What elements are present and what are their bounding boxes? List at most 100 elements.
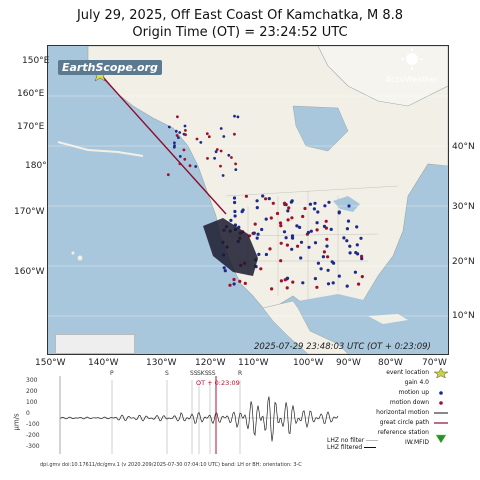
map-timestamp: 2025-07-29 23:48:03 UTC (OT + 0:23:09) [254, 342, 431, 352]
legend-event-location: event location [341, 368, 451, 378]
legend-horizontal-motion: horizontal motion [341, 408, 451, 418]
station-dot [279, 224, 283, 228]
lon-label-90w: 90°W [336, 358, 361, 368]
station-dot [325, 237, 329, 241]
station-dot [183, 157, 187, 161]
station-dot [279, 241, 283, 245]
station-dot [299, 256, 303, 260]
station-dot [259, 267, 263, 271]
station-dot [199, 141, 203, 144]
y-tick-label: 100 [26, 399, 38, 406]
title-line-1: July 29, 2025, Off East Coast Of Kamchat… [76, 8, 404, 23]
station-dot [188, 164, 192, 168]
station-dot [316, 210, 320, 214]
station-dot [219, 127, 223, 130]
legend-station-code: IW.MFID [341, 434, 451, 448]
station-dot [256, 232, 260, 236]
station-dot [312, 207, 316, 211]
station-dot [278, 221, 283, 225]
y-tick-label: 300 [26, 377, 38, 384]
station-dot [301, 214, 305, 219]
station-dot [348, 244, 352, 248]
station-dot [213, 156, 217, 160]
station-dot [178, 155, 182, 158]
lon-label-120w: 120°W [195, 358, 226, 368]
station-dot [234, 168, 238, 171]
station-dot [173, 144, 176, 148]
legend-gain: gain 4.0 [404, 379, 429, 386]
station-dot [360, 254, 364, 258]
station-dot [337, 274, 341, 278]
station-dot [230, 156, 233, 159]
legend-great-circle-path: great circle path [341, 418, 451, 428]
station-dot [183, 124, 187, 128]
station-dot [167, 125, 171, 129]
gulf-of-mexico [298, 294, 368, 341]
station-dot [267, 197, 271, 201]
station-dot [253, 222, 257, 226]
lon-label-80w: 80°W [378, 358, 403, 368]
station-dot [177, 136, 180, 139]
station-dot [303, 206, 307, 211]
partner-logos [55, 334, 135, 354]
lon-label-140w: 140°W [88, 358, 119, 368]
station-dot [229, 218, 233, 222]
station-dot [290, 216, 294, 220]
station-dot [279, 279, 283, 283]
station-dot [233, 114, 236, 118]
station-dot [346, 219, 351, 223]
station-dot [287, 206, 291, 210]
station-dot [284, 236, 288, 240]
station-dot [326, 255, 330, 259]
station-dot [313, 241, 318, 245]
station-dot [178, 131, 182, 134]
station-dot [307, 245, 311, 249]
legend-reference-station: reference station [377, 429, 429, 436]
station-dot [261, 194, 265, 198]
earthscope-logo: EarthScope.org [58, 60, 162, 75]
great-lakes [333, 196, 360, 212]
station-dot [342, 236, 346, 240]
station-dot [255, 236, 259, 240]
lat-label-20n: 20°N [452, 257, 475, 267]
station-dot [279, 259, 283, 263]
hawaii-island [77, 255, 83, 261]
station-dot [233, 132, 236, 136]
station-dot [207, 135, 211, 139]
station-dot [252, 231, 256, 235]
station-dot [270, 287, 274, 291]
station-dot [264, 197, 268, 201]
title-line-2: Origin Time (OT) = 23:24:52 UTC [132, 25, 348, 40]
station-dot [285, 276, 290, 280]
station-dot [345, 227, 349, 231]
station-dot [315, 221, 319, 225]
lat-label-150e: 150°E [22, 56, 50, 66]
lat-label-30n: 30°N [452, 202, 475, 212]
station-dot [232, 277, 236, 282]
filter-legend-unfiltered: LHZ no filter [327, 437, 379, 444]
station-dot [268, 247, 272, 251]
station-dot [326, 282, 331, 286]
station-dot [295, 224, 299, 228]
lat-label-180: 180° [25, 161, 47, 171]
station-dot [345, 284, 349, 288]
map-panel[interactable] [47, 45, 449, 355]
phase-label: R [238, 370, 243, 377]
station-dot [325, 244, 329, 248]
line-red-icon [434, 422, 448, 424]
station-dot [298, 225, 302, 229]
station-dot [264, 252, 268, 257]
station-dot [269, 216, 273, 220]
station-dot [233, 214, 237, 218]
station-dot [243, 281, 247, 285]
station-dot [357, 282, 361, 286]
station-dot [233, 209, 237, 214]
horizontal-motion-cluster [203, 218, 258, 276]
station-dot [223, 269, 227, 273]
station-dot [257, 252, 261, 256]
legend-motion-down: motion down [341, 398, 451, 408]
dot-red-icon [439, 401, 443, 405]
station-dot [327, 200, 331, 204]
station-dot [194, 165, 198, 168]
station-dot [271, 201, 275, 205]
